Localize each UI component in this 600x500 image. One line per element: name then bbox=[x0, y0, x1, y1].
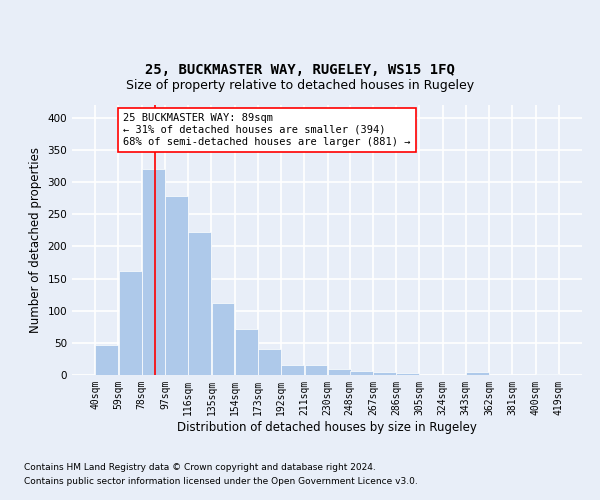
Bar bbox=[466, 372, 489, 375]
Y-axis label: Number of detached properties: Number of detached properties bbox=[29, 147, 42, 333]
Text: Size of property relative to detached houses in Rugeley: Size of property relative to detached ho… bbox=[126, 80, 474, 92]
Text: 25, BUCKMASTER WAY, RUGELEY, WS15 1FQ: 25, BUCKMASTER WAY, RUGELEY, WS15 1FQ bbox=[145, 64, 455, 78]
Text: 25 BUCKMASTER WAY: 89sqm
← 31% of detached houses are smaller (394)
68% of semi-: 25 BUCKMASTER WAY: 89sqm ← 31% of detach… bbox=[124, 114, 411, 146]
Bar bbox=[328, 369, 350, 375]
Bar bbox=[188, 232, 211, 375]
Bar bbox=[350, 370, 373, 375]
Text: Distribution of detached houses by size in Rugeley: Distribution of detached houses by size … bbox=[177, 421, 477, 434]
Bar bbox=[258, 350, 281, 375]
Bar bbox=[396, 373, 419, 375]
Bar bbox=[373, 372, 396, 375]
Bar bbox=[142, 170, 165, 375]
Bar bbox=[165, 196, 188, 375]
Bar bbox=[305, 366, 328, 375]
Bar bbox=[536, 374, 559, 375]
Bar bbox=[212, 303, 235, 375]
Text: Contains HM Land Registry data © Crown copyright and database right 2024.: Contains HM Land Registry data © Crown c… bbox=[24, 463, 376, 472]
Bar bbox=[281, 364, 304, 375]
Bar bbox=[235, 328, 258, 375]
Bar bbox=[95, 345, 118, 375]
Text: Contains public sector information licensed under the Open Government Licence v3: Contains public sector information licen… bbox=[24, 476, 418, 486]
Bar bbox=[119, 271, 142, 375]
